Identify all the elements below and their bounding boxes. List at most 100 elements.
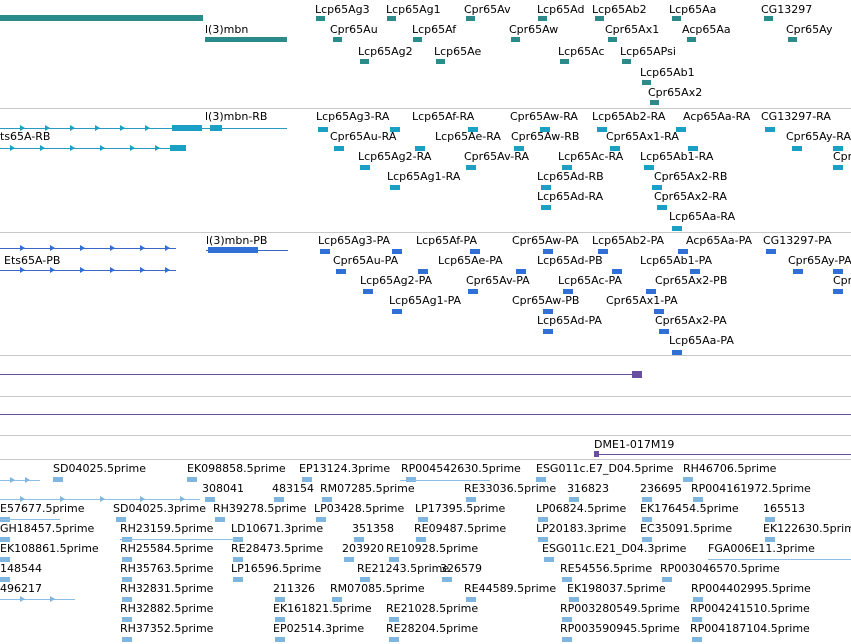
gene-glyph-l3mbn[interactable] bbox=[205, 37, 287, 42]
protein-glyph[interactable] bbox=[659, 329, 669, 334]
est-glyph[interactable] bbox=[406, 477, 416, 482]
protein-glyph[interactable] bbox=[678, 249, 688, 254]
protein-glyph[interactable] bbox=[690, 269, 700, 274]
protein-glyph[interactable] bbox=[654, 309, 664, 314]
transcript-glyph[interactable] bbox=[765, 127, 775, 132]
est-glyph[interactable] bbox=[0, 537, 10, 542]
gene-glyph[interactable] bbox=[466, 16, 475, 21]
gene-glyph[interactable] bbox=[788, 37, 797, 42]
protein-glyph[interactable] bbox=[516, 269, 526, 274]
est-glyph[interactable] bbox=[544, 557, 554, 562]
est-glyph[interactable] bbox=[122, 557, 132, 562]
est-glyph[interactable] bbox=[0, 577, 10, 582]
gene-glyph[interactable] bbox=[333, 37, 342, 42]
gene-glyph[interactable] bbox=[595, 16, 604, 21]
protein-glyph[interactable] bbox=[543, 249, 553, 254]
protein-glyph[interactable] bbox=[833, 289, 843, 294]
protein-glyph[interactable] bbox=[468, 289, 478, 294]
transcript-glyph[interactable] bbox=[541, 185, 551, 190]
transcript-glyph[interactable] bbox=[334, 146, 344, 151]
est-glyph[interactable] bbox=[466, 497, 476, 502]
gene-glyph[interactable] bbox=[764, 16, 773, 21]
gene-glyph[interactable] bbox=[650, 100, 659, 105]
transcript-glyph[interactable] bbox=[562, 165, 572, 170]
protein-glyph[interactable] bbox=[320, 249, 330, 254]
transcript-exon[interactable] bbox=[170, 145, 186, 151]
est-glyph[interactable] bbox=[274, 497, 284, 502]
transcript-exon[interactable] bbox=[210, 125, 222, 131]
transcript-glyph[interactable] bbox=[468, 127, 478, 132]
protein-glyph[interactable] bbox=[563, 289, 573, 294]
est-glyph[interactable] bbox=[389, 637, 399, 642]
est-glyph[interactable] bbox=[562, 577, 572, 582]
est-glyph[interactable] bbox=[322, 497, 332, 502]
est-glyph[interactable] bbox=[418, 517, 428, 522]
transcript-glyph[interactable] bbox=[792, 146, 802, 151]
transcript-glyph[interactable] bbox=[676, 127, 686, 132]
est-glyph[interactable] bbox=[215, 517, 225, 522]
transcript-glyph[interactable] bbox=[657, 205, 667, 210]
transcript-glyph[interactable] bbox=[415, 146, 425, 151]
transcript-glyph[interactable] bbox=[688, 146, 698, 151]
gene-glyph[interactable] bbox=[622, 59, 631, 64]
transcript-glyph[interactable] bbox=[541, 205, 551, 210]
transcript-glyph[interactable] bbox=[610, 146, 620, 151]
est-glyph[interactable] bbox=[765, 537, 775, 542]
transcript-glyph[interactable] bbox=[833, 146, 843, 151]
gene-glyph[interactable] bbox=[511, 37, 520, 42]
transcript-exon[interactable] bbox=[172, 125, 202, 131]
est-glyph[interactable] bbox=[360, 577, 370, 582]
est-glyph[interactable] bbox=[538, 537, 548, 542]
protein-glyph[interactable] bbox=[543, 309, 553, 314]
est-glyph[interactable] bbox=[569, 597, 579, 602]
est-glyph[interactable] bbox=[53, 477, 63, 482]
est-glyph[interactable] bbox=[389, 617, 399, 622]
gene-glyph[interactable] bbox=[316, 16, 325, 21]
est-glyph[interactable] bbox=[416, 537, 426, 542]
est-glyph[interactable] bbox=[683, 477, 693, 482]
gene-glyph[interactable] bbox=[642, 80, 651, 85]
est-glyph[interactable] bbox=[275, 637, 285, 642]
protein-glyph[interactable] bbox=[793, 269, 803, 274]
est-glyph[interactable] bbox=[693, 497, 703, 502]
est-glyph[interactable] bbox=[332, 597, 342, 602]
gene-glyph-ets65a[interactable] bbox=[0, 15, 203, 21]
est-glyph[interactable] bbox=[0, 557, 10, 562]
protein-glyph[interactable] bbox=[418, 269, 428, 274]
protein-glyph[interactable] bbox=[612, 269, 622, 274]
transcript-glyph[interactable] bbox=[672, 226, 682, 231]
transcript-glyph[interactable] bbox=[466, 165, 476, 170]
est-glyph[interactable] bbox=[642, 497, 652, 502]
transcript-glyph[interactable] bbox=[833, 165, 843, 170]
est-glyph[interactable] bbox=[116, 517, 126, 522]
transcript-glyph[interactable] bbox=[390, 127, 400, 132]
est-glyph[interactable] bbox=[765, 517, 775, 522]
gene-glyph[interactable] bbox=[436, 59, 445, 64]
gene-glyph[interactable] bbox=[672, 16, 681, 21]
protein-glyph[interactable] bbox=[646, 289, 656, 294]
transcript-glyph[interactable] bbox=[652, 185, 662, 190]
gene-glyph[interactable] bbox=[560, 59, 569, 64]
feature-end-glyph[interactable] bbox=[632, 371, 642, 378]
transcript-glyph[interactable] bbox=[540, 127, 550, 132]
est-glyph[interactable] bbox=[642, 537, 652, 542]
protein-exon[interactable] bbox=[208, 247, 258, 253]
protein-glyph[interactable] bbox=[392, 309, 402, 314]
gene-glyph[interactable] bbox=[387, 16, 396, 21]
protein-glyph[interactable] bbox=[598, 249, 608, 254]
bac-clone-glyph[interactable] bbox=[594, 451, 599, 457]
gene-glyph[interactable] bbox=[608, 37, 617, 42]
est-glyph[interactable] bbox=[389, 557, 399, 562]
est-glyph[interactable] bbox=[187, 477, 197, 482]
est-glyph[interactable] bbox=[562, 637, 572, 642]
est-glyph[interactable] bbox=[302, 477, 312, 482]
transcript-glyph[interactable] bbox=[644, 165, 654, 170]
est-glyph[interactable] bbox=[569, 497, 579, 502]
est-glyph[interactable] bbox=[275, 597, 285, 602]
protein-glyph[interactable] bbox=[470, 249, 480, 254]
protein-glyph[interactable] bbox=[672, 350, 682, 355]
gene-glyph[interactable] bbox=[413, 37, 422, 42]
est-glyph[interactable] bbox=[662, 577, 672, 582]
est-glyph[interactable] bbox=[344, 557, 354, 562]
est-glyph[interactable] bbox=[538, 517, 548, 522]
